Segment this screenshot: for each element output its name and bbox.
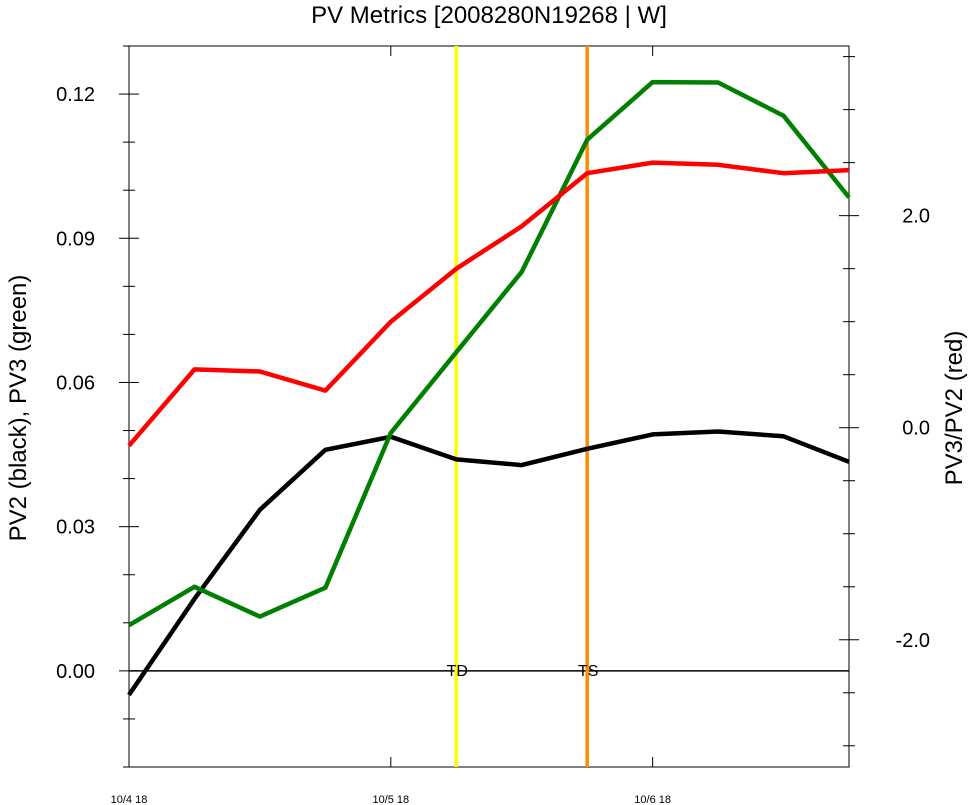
x-tick-label: 10/4 18 (111, 794, 148, 805)
plot-area: 0.00 0.03 0.06 0.09 0.12 -2.0 0.0 2.0 10/4 18 10/… (56, 45, 930, 805)
y-left-tick-label: 0.03 (56, 517, 95, 539)
series-line-2 (127, 160, 850, 448)
y-left-tick-label: 0.12 (56, 84, 95, 106)
x-tick-label: 10/6 18 (634, 794, 671, 805)
plot-frame (128, 45, 850, 768)
chart-title: PV Metrics [2008280N19268 | W] (311, 2, 667, 29)
series-line-1 (127, 79, 851, 628)
y-axis-left-label: PV2 (black), PV3 (green) (5, 275, 32, 542)
y-left-tick-label: 0.00 (56, 661, 95, 683)
y-right-tick-label: 0.0 (902, 418, 930, 440)
y-left-tick-label: 0.06 (56, 372, 95, 394)
event-label-td: TD (447, 663, 468, 680)
x-tick-label: 10/5 18 (372, 794, 409, 805)
y-right-tick-label: 2.0 (902, 206, 930, 228)
y-left-tick-label: 0.09 (56, 228, 95, 250)
series-line-0 (127, 429, 850, 697)
y-right-tick-label: -2.0 (896, 630, 930, 652)
y-axis-right-label: PV3/PV2 (red) (941, 331, 968, 486)
event-label-ts: TS (578, 663, 598, 680)
